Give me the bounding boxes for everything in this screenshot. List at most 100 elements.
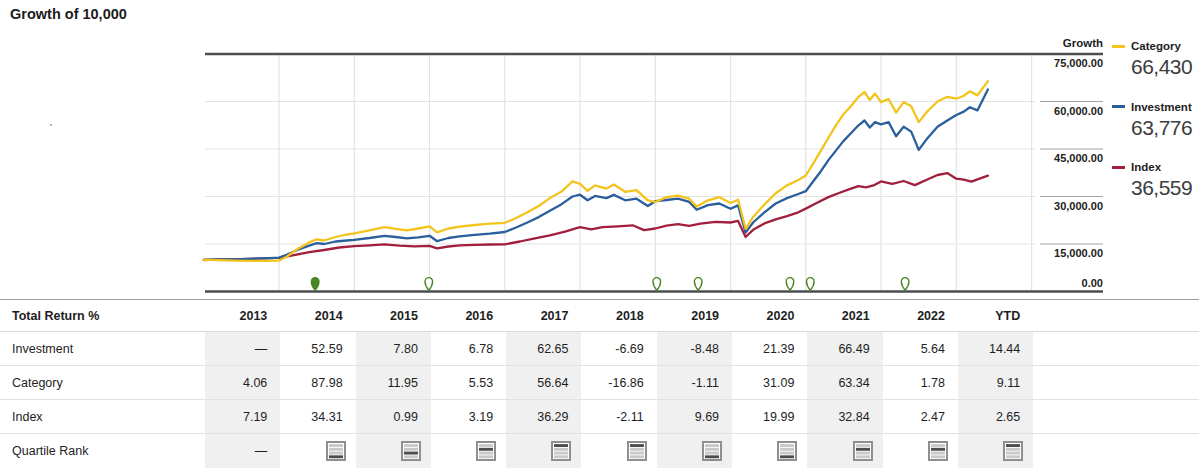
- quartile-1-icon: [1003, 441, 1023, 461]
- col-header-ytd: YTD: [958, 300, 1033, 331]
- quartile-3-icon: [401, 441, 421, 461]
- cell-quartile-2018: [581, 434, 656, 468]
- cell-category-ytd: 9.11: [958, 366, 1033, 399]
- row-label-category: Category: [0, 366, 205, 399]
- event-pin-open-icon[interactable]: [653, 278, 661, 291]
- table-title: Total Return %: [0, 300, 205, 331]
- legend-label: Index: [1131, 161, 1161, 173]
- cell-category-2018: -16.86: [581, 366, 656, 399]
- table-filler: [1033, 300, 1199, 331]
- y-axis-tick-label: 0.00: [1037, 277, 1103, 289]
- cell-index-2013: 7.19: [205, 400, 280, 433]
- col-header-2014: 2014: [280, 300, 355, 331]
- cell-investment-2022: 5.64: [883, 332, 958, 365]
- cell-quartile-2021: [807, 434, 882, 468]
- col-header-2017: 2017: [506, 300, 581, 331]
- cell-index-2015: 0.99: [356, 400, 431, 433]
- investment-line: [204, 90, 988, 260]
- table-filler: [1033, 366, 1199, 399]
- y-axis-tick-label: 60,000.00: [1037, 105, 1103, 117]
- col-header-2020: 2020: [732, 300, 807, 331]
- legend-color-dash-icon: [1112, 105, 1125, 108]
- legend-label: Category: [1131, 40, 1181, 52]
- event-pin-open-icon[interactable]: [901, 278, 909, 291]
- cell-quartile-2017: [506, 434, 581, 468]
- cell-investment-2016: 6.78: [431, 332, 506, 365]
- legend-color-dash-icon: [1112, 166, 1125, 169]
- quartile-2-icon: [853, 441, 873, 461]
- cell-index-2018: -2.11: [581, 400, 656, 433]
- cell-investment-2013: —: [205, 332, 280, 365]
- cell-investment-2014: 52.59: [280, 332, 355, 365]
- col-header-2016: 2016: [431, 300, 506, 331]
- quartile-4-icon: [702, 441, 722, 461]
- legend-item-index[interactable]: Index 36,559: [1112, 161, 1199, 222]
- y-axis-tick-label: 30,000.00: [1037, 200, 1103, 212]
- quartile-4-icon: [777, 441, 797, 461]
- row-label-investment: Investment: [0, 332, 205, 365]
- event-pin-filled-icon[interactable]: [311, 278, 319, 291]
- col-header-2015: 2015: [356, 300, 431, 331]
- col-header-2013: 2013: [205, 300, 280, 331]
- quartile-2-icon: [476, 441, 496, 461]
- cell-index-2016: 3.19: [431, 400, 506, 433]
- cell-index-2017: 36.29: [506, 400, 581, 433]
- y-axis-tick-label: 15,000.00: [1037, 247, 1103, 259]
- cell-investment-2021: 66.49: [807, 332, 882, 365]
- legend-value: 36,559: [1131, 176, 1199, 200]
- event-pin-open-icon[interactable]: [807, 278, 815, 291]
- quartile-1-icon: [627, 441, 647, 461]
- cell-quartile-2014: [280, 434, 355, 468]
- legend-color-dash-icon: [1112, 45, 1125, 48]
- cell-index-2022: 2.47: [883, 400, 958, 433]
- table-filler: [1033, 434, 1199, 468]
- cell-category-2016: 5.53: [431, 366, 506, 399]
- cell-quartile-2019: [657, 434, 732, 468]
- cell-category-2015: 11.95: [356, 366, 431, 399]
- table-header-row: Total Return %20132014201520162017201820…: [0, 299, 1199, 332]
- cell-category-2013: 4.06: [205, 366, 280, 399]
- category-line: [204, 81, 988, 261]
- y-axis-tick-label: 45,000.00: [1037, 152, 1103, 164]
- cell-investment-2015: 7.80: [356, 332, 431, 365]
- event-pin-open-icon[interactable]: [786, 278, 794, 291]
- legend-value: 66,430: [1131, 55, 1199, 79]
- cell-quartile-ytd: [958, 434, 1033, 468]
- cell-investment-2018: -6.69: [581, 332, 656, 365]
- table-row-quartile-rank: Quartile Rank—: [0, 434, 1199, 468]
- col-header-2022: 2022: [883, 300, 958, 331]
- cell-quartile-2013: —: [205, 434, 280, 468]
- cell-index-2014: 34.31: [280, 400, 355, 433]
- y-axis-title: Growth: [1037, 37, 1103, 49]
- legend-item-category[interactable]: Category 66,430: [1112, 40, 1199, 101]
- cell-category-2021: 63.34: [807, 366, 882, 399]
- col-header-2021: 2021: [807, 300, 882, 331]
- table-filler: [1033, 400, 1199, 433]
- quartile-1-icon: [551, 441, 571, 461]
- legend-value: 63,776: [1131, 116, 1199, 140]
- quartile-4-icon: [326, 441, 346, 461]
- table-row-category: Category4.0687.9811.955.5356.64-16.86-1.…: [0, 366, 1199, 400]
- cell-index-2019: 9.69: [657, 400, 732, 433]
- table-row-index: Index7.1934.310.993.1936.29-2.119.6919.9…: [0, 400, 1199, 434]
- cell-category-2019: -1.11: [657, 366, 732, 399]
- row-label-index: Index: [0, 400, 205, 433]
- event-pin-open-icon[interactable]: [694, 278, 702, 291]
- y-axis-tick-label: 75,000.00: [1037, 57, 1103, 69]
- cell-quartile-2022: [883, 434, 958, 468]
- cell-category-2014: 87.98: [280, 366, 355, 399]
- event-pin-open-icon[interactable]: [425, 278, 433, 291]
- legend-item-investment[interactable]: Investment63,776: [1112, 101, 1199, 162]
- cell-index-2021: 32.84: [807, 400, 882, 433]
- cell-quartile-2020: [732, 434, 807, 468]
- cell-quartile-2016: [431, 434, 506, 468]
- cell-category-2017: 56.64: [506, 366, 581, 399]
- growth-of-10000-module: Growth of 10,000 Growth 75,000.0060,000.…: [0, 0, 1199, 468]
- cell-investment-2019: -8.48: [657, 332, 732, 365]
- quartile-2-icon: [928, 441, 948, 461]
- cell-category-2020: 31.09: [732, 366, 807, 399]
- cell-index-2020: 19.99: [732, 400, 807, 433]
- growth-chart: [0, 0, 1199, 300]
- table-row-investment: Investment—52.597.806.7862.65-6.69-8.482…: [0, 332, 1199, 366]
- chart-legend: Category 66,430 Investment63,776Index 36,55…: [1112, 40, 1199, 222]
